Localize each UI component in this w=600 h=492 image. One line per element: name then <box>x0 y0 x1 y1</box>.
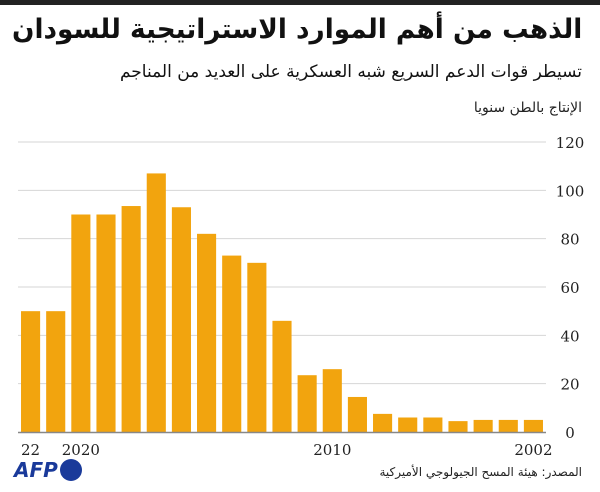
y-tick-label: 120 <box>556 134 585 152</box>
bar-2016 <box>171 207 191 432</box>
bar-2014 <box>222 255 242 432</box>
top-border <box>0 0 600 5</box>
y-tick-label: 100 <box>556 182 585 200</box>
y-tick-label: 0 <box>565 424 575 442</box>
chart-subtitle: تسيطر قوات الدعم السريع شبه العسكرية على… <box>119 62 582 82</box>
source-note: المصدر: هيئة المسح الجيولوجي الأميركية <box>379 465 582 479</box>
bar-2007 <box>398 417 418 432</box>
y-tick-label: 80 <box>560 231 579 249</box>
bar-2019 <box>96 214 116 432</box>
y-tick-label: 60 <box>560 279 579 297</box>
bar-2022 <box>21 311 41 432</box>
bar-2010 <box>322 369 342 432</box>
bar-2003 <box>498 419 518 432</box>
bar-2018 <box>121 206 141 432</box>
bar-2012 <box>272 320 292 432</box>
x-tick-label: 2020 <box>62 441 100 459</box>
chart-title: الذهب من أهم الموارد الاستراتيجية للسودا… <box>11 14 582 45</box>
bar-2011 <box>297 375 317 432</box>
bar-2015 <box>197 233 217 432</box>
bar-2013 <box>247 262 267 432</box>
y-tick-label: 20 <box>560 376 579 394</box>
bar-2017 <box>146 173 166 432</box>
afp-logo: AFP <box>14 458 82 482</box>
bar-2009 <box>347 396 367 432</box>
bar-2006 <box>423 417 443 432</box>
bar-2005 <box>448 421 468 432</box>
x-tick-label: 22 <box>21 441 40 459</box>
x-tick-label: 2002 <box>514 441 552 459</box>
bar-2021 <box>46 311 66 432</box>
x-tick-label: 2010 <box>313 441 351 459</box>
bar-2004 <box>473 419 493 432</box>
bar-2008 <box>373 413 393 432</box>
bar-2020 <box>71 214 91 432</box>
bar-2002 <box>523 419 543 432</box>
y-axis-label: الإنتاج بالطن سنويا <box>473 100 582 116</box>
y-tick-label: 40 <box>560 327 579 345</box>
